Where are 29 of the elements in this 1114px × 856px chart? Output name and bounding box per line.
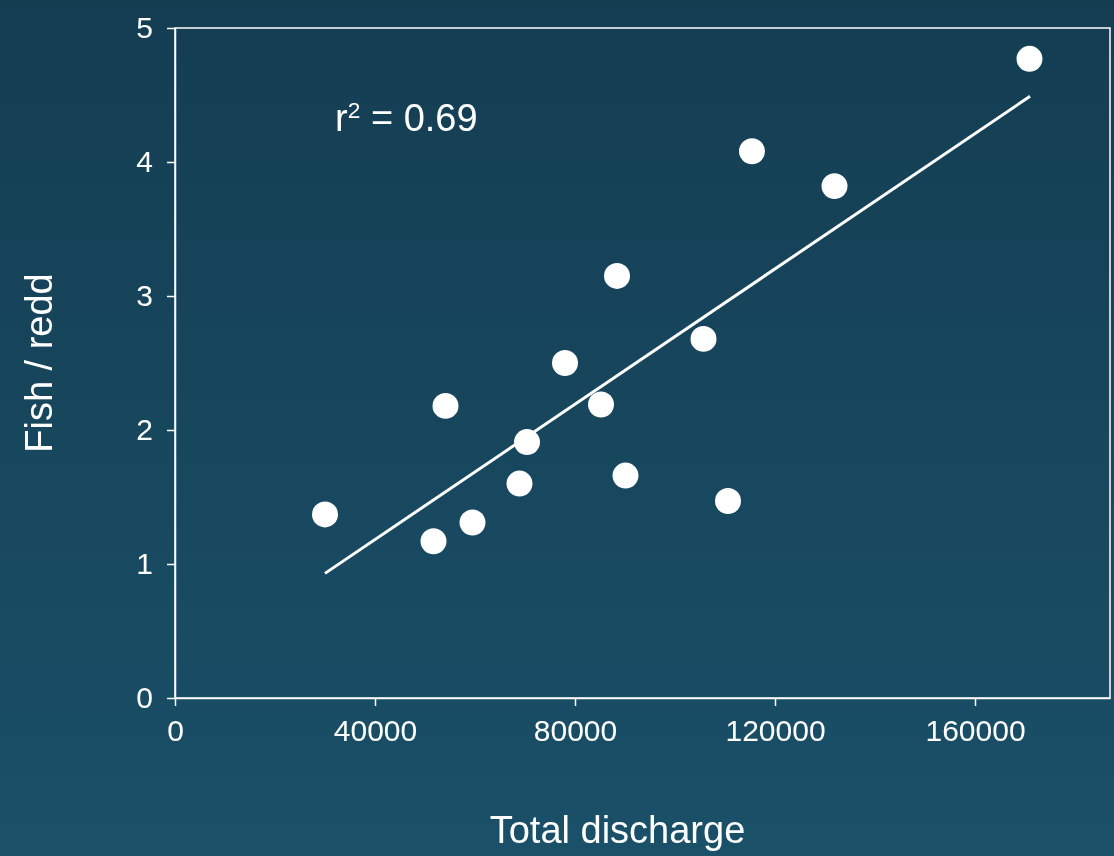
annotation: r$^{2}$ = 0.69 [335,97,478,139]
point [588,391,614,418]
y-axis-title: Fish / redd [18,273,60,453]
point [690,325,717,352]
y-tick-label: 0 [136,681,153,715]
x-tick-label: 0 [167,714,184,748]
x-tick-label: 80000 [533,714,618,748]
y-tick-label: 3 [136,279,153,313]
point [739,138,765,165]
point [1016,45,1043,72]
point [552,350,578,376]
y-tick-label: 4 [136,145,153,179]
x-tick-label: 120000 [725,714,826,748]
point [821,173,848,200]
y-tick-label: 1 [136,547,153,581]
y-tick-label: 2 [136,413,153,447]
point [612,462,639,489]
point [420,528,447,555]
point [604,262,630,289]
point [514,429,540,456]
point [312,501,338,528]
x-axis-title: Total discharge [489,809,746,851]
point [432,392,459,419]
x-tick-label: 160000 [925,714,1026,748]
point [506,470,533,497]
point [459,509,486,536]
x-tick-label: 40000 [333,714,418,748]
y-tick-label: 5 [136,11,153,45]
point [715,488,741,514]
